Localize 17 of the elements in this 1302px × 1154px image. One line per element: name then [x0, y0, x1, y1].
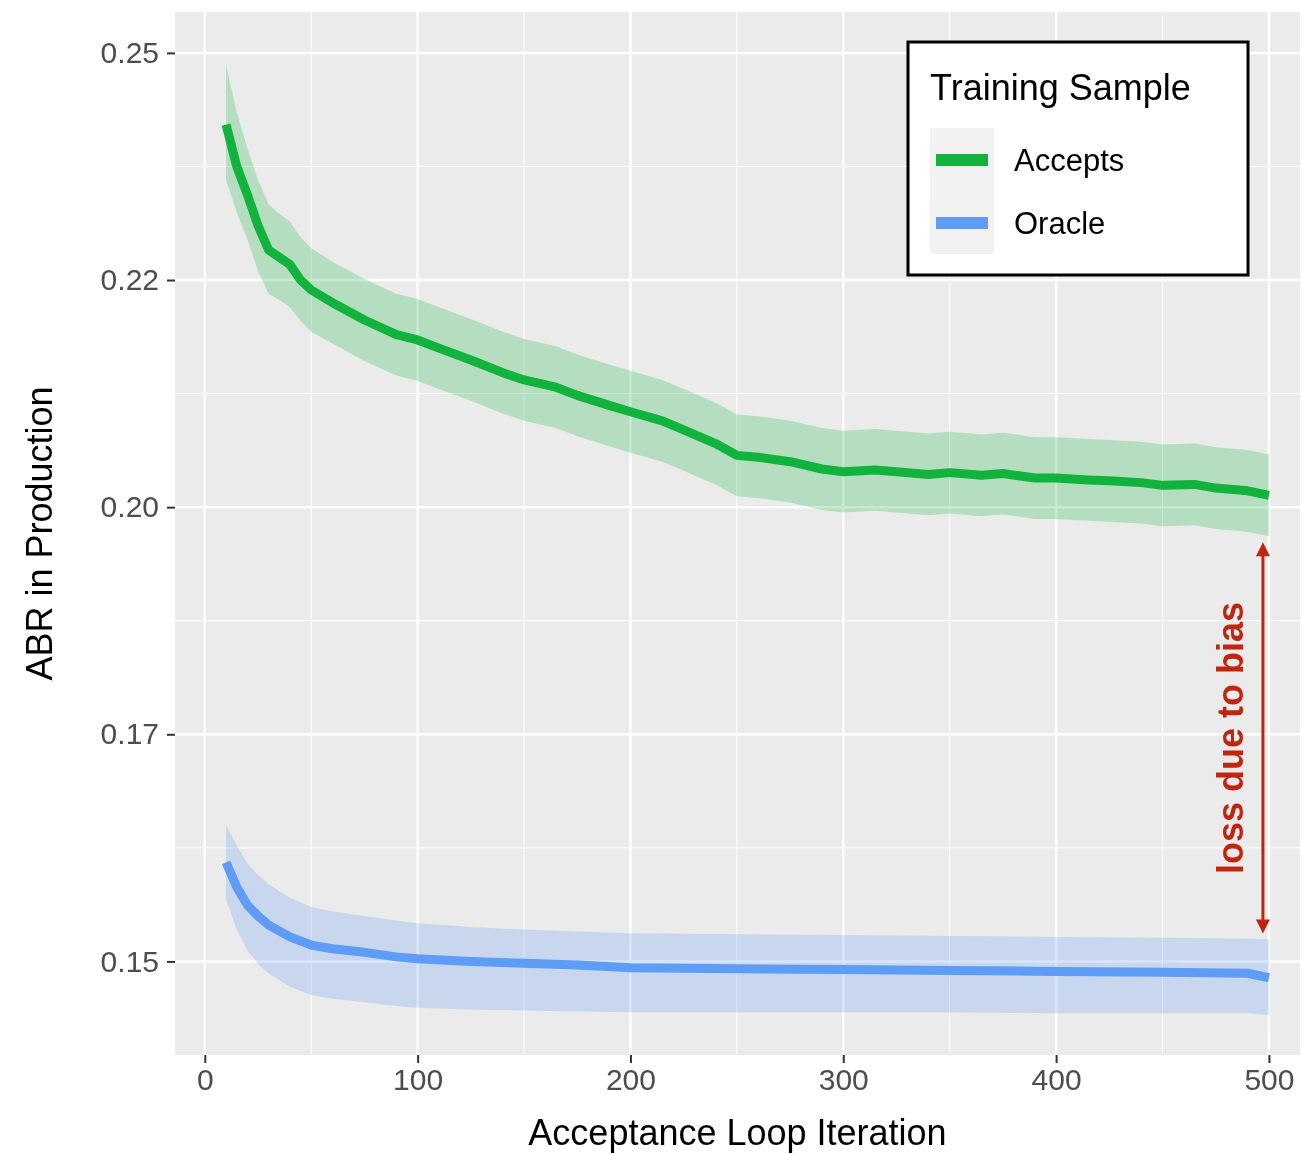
legend-title: Training Sample: [930, 67, 1191, 108]
x-tick-label: 100: [393, 1063, 444, 1097]
y-tick-label: 0.22: [100, 263, 159, 297]
y-tick-label: 0.15: [100, 944, 159, 978]
x-tick-label: 300: [818, 1063, 869, 1097]
y-tick-label: 0.20: [100, 490, 159, 524]
legend-label: Oracle: [1014, 206, 1106, 241]
legend-label: Accepts: [1014, 143, 1125, 178]
x-axis-title: Acceptance Loop Iteration: [528, 1112, 947, 1153]
y-tick-label: 0.25: [100, 35, 159, 69]
annotation: loss due to bias: [1209, 601, 1251, 874]
x-tick-label: 500: [1244, 1063, 1295, 1097]
x-tick-label: 200: [605, 1063, 656, 1097]
y-tick-label: 0.17: [100, 717, 159, 751]
x-tick-label: 400: [1031, 1063, 1082, 1097]
x-tick-label: 0: [196, 1063, 214, 1097]
y-axis-title: ABR in Production: [19, 386, 60, 681]
